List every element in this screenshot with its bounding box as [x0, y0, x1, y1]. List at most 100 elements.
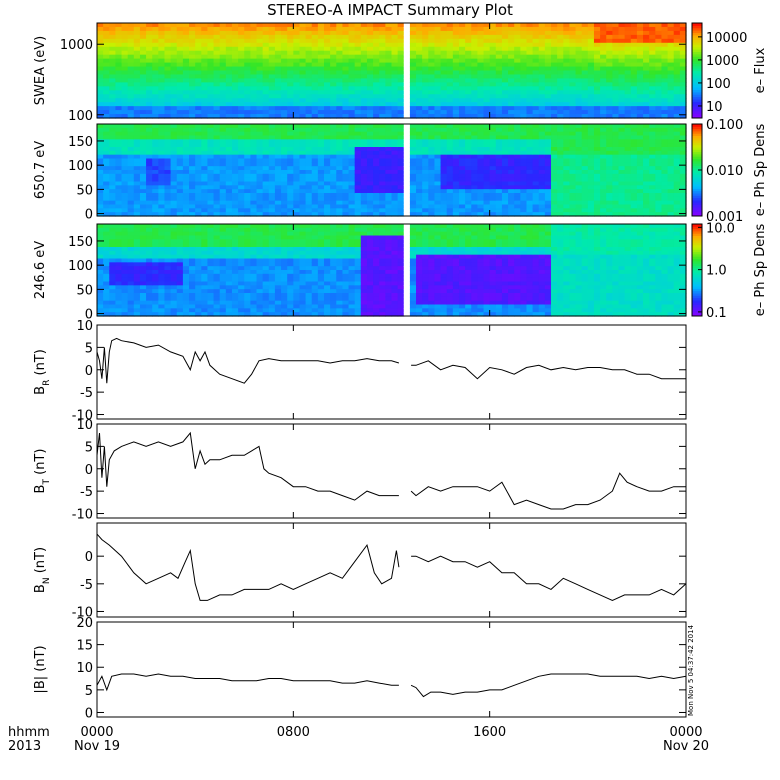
- heatmap-cell: [673, 204, 681, 209]
- heatmap-cell: [336, 50, 344, 56]
- heatmap-cell: [624, 150, 632, 156]
- heatmap-cell: [458, 154, 466, 160]
- heatmap-cell: [139, 281, 147, 286]
- heatmap-cell: [109, 54, 117, 60]
- heatmap-cell: [127, 304, 135, 309]
- heatmap-cell: [146, 90, 153, 95]
- heatmap-cell: [268, 166, 276, 171]
- heatmap-cell: [526, 131, 534, 137]
- heatmap-cell: [268, 98, 276, 103]
- heatmap-cell: [133, 266, 141, 271]
- heatmap-cell: [624, 166, 632, 171]
- heatmap-cell: [501, 26, 509, 32]
- heatmap-cell: [152, 185, 159, 190]
- y-axis-label: SWEA (eV): [33, 36, 48, 105]
- heatmap-cell: [655, 154, 663, 160]
- heatmap-cell: [636, 66, 644, 72]
- heatmap-cell: [416, 94, 423, 99]
- heatmap-cell: [483, 42, 491, 48]
- colorbar-swatch: [692, 156, 702, 159]
- heatmap-cell: [115, 177, 123, 183]
- heatmap-cell: [673, 193, 681, 198]
- heatmap-cell: [274, 54, 282, 60]
- heatmap-cell: [103, 106, 110, 111]
- heatmap-cell: [471, 98, 478, 103]
- heatmap-cell: [109, 62, 117, 68]
- heatmap-cell: [667, 185, 675, 190]
- heatmap-cell: [673, 127, 681, 133]
- heatmap-cell: [600, 90, 607, 95]
- heatmap-cell: [630, 54, 638, 60]
- heatmap-cell: [127, 139, 135, 144]
- heatmap-cell: [501, 110, 509, 115]
- heatmap-cell: [170, 106, 178, 111]
- colorbar-swatch: [692, 167, 702, 171]
- heatmap-cell: [354, 189, 362, 194]
- heatmap-cell: [158, 42, 166, 48]
- heatmap-cell: [526, 34, 534, 40]
- heatmap-cell: [661, 196, 669, 202]
- heatmap-cell: [207, 23, 215, 28]
- heatmap-cell: [311, 135, 319, 140]
- heatmap-cell: [581, 127, 589, 133]
- heatmap-cell: [366, 26, 374, 32]
- heatmap-cell: [146, 127, 153, 133]
- heatmap-cell: [526, 135, 534, 140]
- heatmap-cell: [354, 106, 362, 111]
- heatmap-cell: [115, 308, 123, 313]
- heatmap-cell: [508, 196, 515, 202]
- heatmap-cell: [127, 162, 135, 167]
- heatmap-cell: [176, 50, 184, 56]
- heatmap-cell: [139, 62, 147, 68]
- heatmap-cell: [489, 181, 497, 186]
- heatmap-cell: [440, 150, 448, 156]
- heatmap-cell: [213, 181, 221, 186]
- heatmap-cell: [636, 204, 644, 209]
- heatmap-cell: [293, 139, 301, 144]
- heatmap-cell: [673, 150, 681, 156]
- heatmap-cell: [103, 196, 110, 202]
- heatmap-cell: [281, 30, 288, 36]
- heatmap-cell: [366, 196, 374, 202]
- heatmap-cell: [164, 135, 172, 140]
- heatmap-cell: [489, 26, 497, 32]
- heatmap-cell: [495, 170, 503, 175]
- heatmap-cell: [471, 34, 478, 40]
- heatmap-cell: [379, 135, 386, 140]
- heatmap-cell: [293, 193, 301, 198]
- heatmap-cell: [557, 154, 564, 160]
- heatmap-cell: [164, 200, 172, 206]
- heatmap-cell: [446, 212, 454, 217]
- heatmap-cell: [176, 200, 184, 206]
- heatmap-cell: [146, 154, 153, 160]
- heatmap-cell: [244, 185, 251, 190]
- heatmap-cell: [501, 58, 509, 64]
- heatmap-cell: [103, 127, 110, 133]
- heatmap-cell: [109, 196, 117, 202]
- heatmap-cell: [115, 262, 123, 267]
- heatmap-cell: [532, 135, 540, 140]
- heatmap-cell: [256, 150, 264, 156]
- heatmap-cell: [158, 300, 166, 306]
- heatmap-cell: [643, 62, 650, 68]
- heatmap-cell: [630, 135, 638, 140]
- heatmap-cell: [514, 30, 521, 36]
- heatmap-cell: [336, 90, 344, 95]
- heatmap-cell: [526, 196, 534, 202]
- heatmap-cell: [434, 158, 442, 163]
- heatmap-cell: [139, 66, 147, 72]
- heatmap-cell: [109, 74, 117, 80]
- heatmap-cell: [139, 98, 147, 103]
- heatmap-cell: [281, 177, 288, 183]
- heatmap-cell: [293, 154, 301, 160]
- heatmap-cell: [575, 38, 583, 44]
- heatmap-cell: [152, 247, 159, 252]
- heatmap-cell: [287, 34, 294, 40]
- heatmap-cell: [299, 193, 307, 198]
- heatmap-cell: [477, 193, 485, 198]
- heatmap-cell: [446, 106, 454, 111]
- heatmap-cell: [164, 224, 172, 229]
- heatmap-cell: [508, 204, 515, 209]
- heatmap-cell: [195, 78, 202, 83]
- heatmap-cell: [379, 196, 386, 202]
